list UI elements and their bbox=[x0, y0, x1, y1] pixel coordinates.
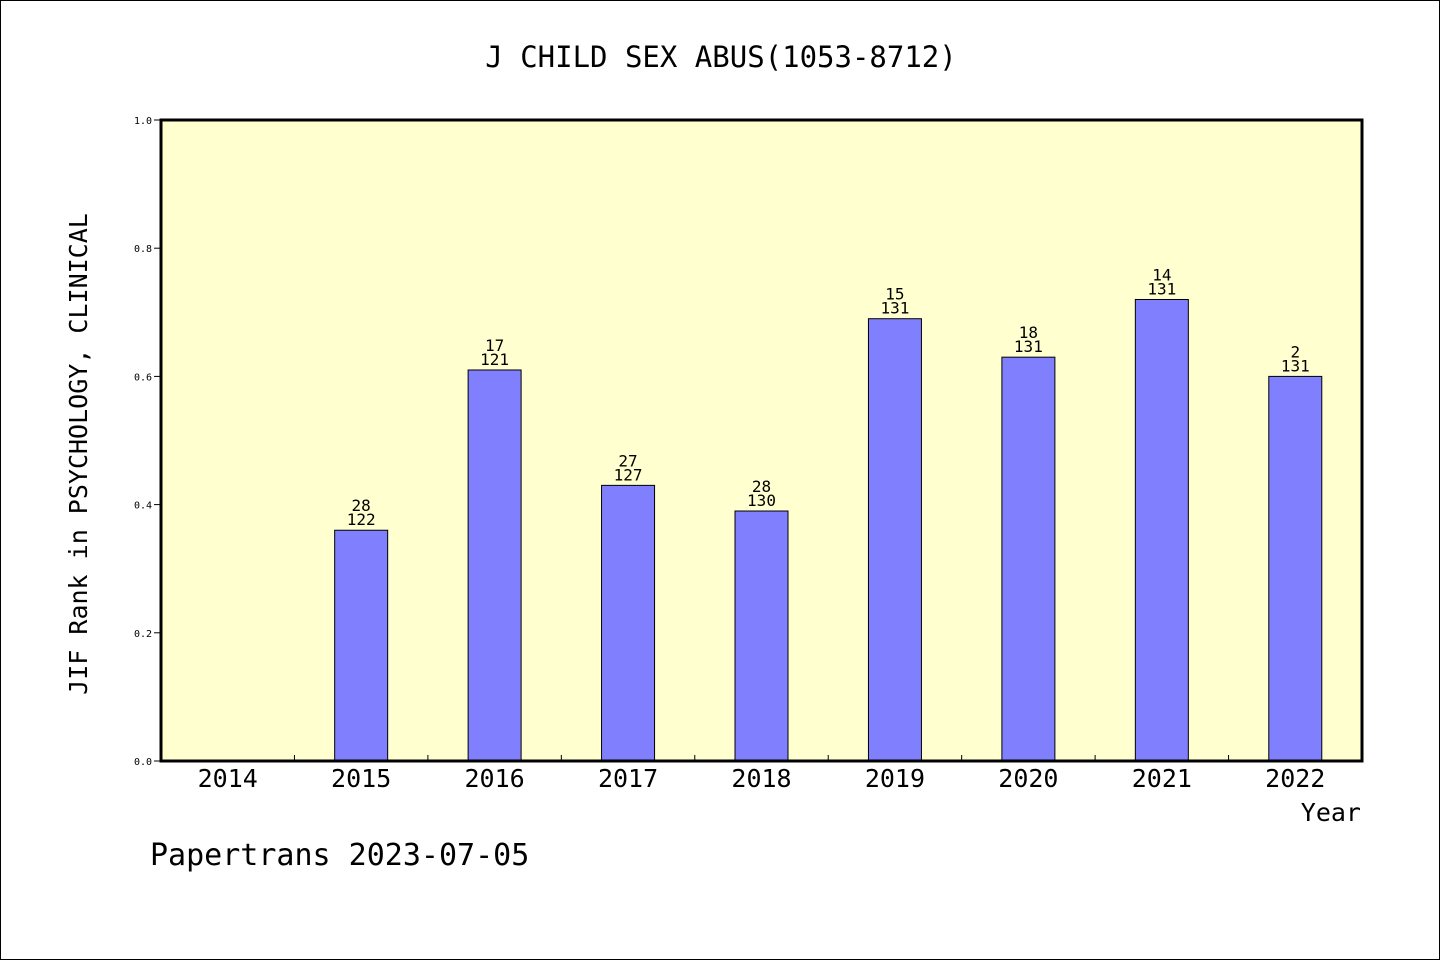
bar-total-label: 131 bbox=[1014, 337, 1043, 356]
bar-rank-label: 15 bbox=[885, 285, 904, 304]
bar-total-label: 131 bbox=[1147, 279, 1176, 298]
x-tick-label: 2016 bbox=[465, 764, 525, 793]
y-axis-label: JIF Rank in PSYCHOLOGY, CLINICAL bbox=[64, 213, 93, 695]
x-tick-label: 2022 bbox=[1265, 764, 1325, 793]
bar-2020 bbox=[1001, 356, 1056, 762]
chart-title: J CHILD SEX ABUS(1053-8712) bbox=[485, 40, 956, 74]
bar-total-label: 131 bbox=[1281, 356, 1310, 375]
bar-2022 bbox=[1268, 375, 1323, 762]
y-tick-label: 0.6 bbox=[134, 372, 152, 383]
x-tick-label: 2021 bbox=[1132, 764, 1192, 793]
bar-rank-label: 27 bbox=[618, 451, 637, 470]
plot-border bbox=[159, 118, 1364, 763]
bar-rank-label: 18 bbox=[1019, 323, 1038, 342]
x-axis-ticks: 2014 2015 2016 2017 2018 2019 2020 2021 2022 bbox=[198, 755, 1325, 793]
bar-rank-label: 2 bbox=[1290, 342, 1300, 361]
x-tick-label: 2019 bbox=[865, 764, 925, 793]
bar-2018 bbox=[734, 510, 789, 762]
bar-total-label: 131 bbox=[880, 299, 909, 318]
y-tick-label: 0.8 bbox=[134, 244, 152, 255]
y-axis-ticks: 0.0 0.2 0.4 0.6 0.8 1.0 bbox=[134, 116, 161, 768]
x-tick-label: 2014 bbox=[198, 764, 258, 793]
x-tick-label: 2017 bbox=[598, 764, 658, 793]
bar-total-label: 130 bbox=[747, 491, 776, 510]
bar-rank-label: 28 bbox=[352, 496, 371, 515]
watermark-text: Papertrans 2023-07-05 bbox=[150, 838, 529, 873]
bar-rank-label: 14 bbox=[1152, 265, 1171, 284]
y-tick-label: 1.0 bbox=[134, 116, 152, 127]
bar-rank-label: 28 bbox=[752, 477, 771, 496]
bar-total-label: 127 bbox=[614, 465, 643, 484]
x-tick-label: 2015 bbox=[331, 764, 391, 793]
y-tick-label: 0.2 bbox=[134, 629, 152, 640]
x-tick-label: 2020 bbox=[998, 764, 1058, 793]
bar-2016 bbox=[467, 369, 522, 762]
y-tick-label: 0.0 bbox=[134, 757, 152, 768]
x-axis-label: Year bbox=[1301, 798, 1361, 827]
x-tick-label: 2018 bbox=[731, 764, 791, 793]
bar-2017 bbox=[601, 484, 656, 762]
bar-2015 bbox=[334, 529, 389, 762]
bar-total-label: 121 bbox=[480, 350, 509, 369]
bar-total-label: 122 bbox=[347, 510, 376, 529]
bar-2019 bbox=[867, 318, 922, 762]
y-tick-label: 0.4 bbox=[134, 501, 152, 512]
bar-2021 bbox=[1134, 298, 1189, 762]
bar-rank-label: 17 bbox=[485, 336, 504, 355]
bars bbox=[334, 298, 1323, 762]
